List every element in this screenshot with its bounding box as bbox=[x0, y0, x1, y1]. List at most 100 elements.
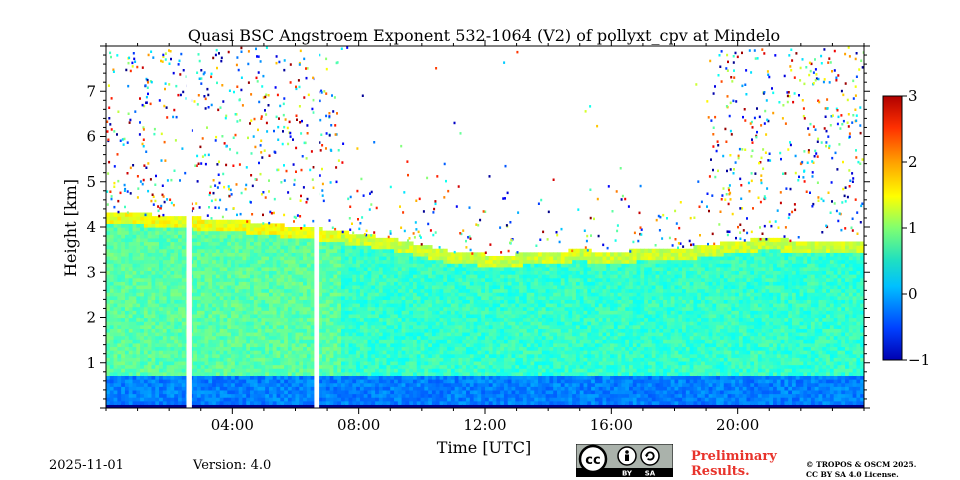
heatmap-cell bbox=[473, 382, 479, 387]
heatmap-cell bbox=[132, 335, 137, 340]
heatmap-cell bbox=[265, 306, 270, 311]
heatmap-cell bbox=[329, 357, 334, 362]
heatmap-cell bbox=[272, 230, 278, 235]
heatmap-cell bbox=[295, 328, 300, 333]
heatmap-cell bbox=[193, 255, 198, 261]
heatmap-cell bbox=[469, 335, 475, 340]
heatmap-cell bbox=[325, 248, 331, 253]
heatmap-cell bbox=[113, 386, 118, 391]
heatmap-cell bbox=[234, 245, 240, 250]
heatmap-cell bbox=[420, 295, 425, 300]
heatmap-cell bbox=[367, 295, 372, 300]
heatmap-cell bbox=[439, 292, 444, 297]
heatmap-cell bbox=[348, 371, 353, 377]
heatmap-cell bbox=[181, 324, 187, 329]
heatmap-cell bbox=[359, 263, 365, 268]
heatmap-cell bbox=[181, 328, 187, 333]
heatmap-cell bbox=[454, 281, 460, 286]
heatmap-cell bbox=[215, 321, 221, 326]
heatmap-cell bbox=[117, 400, 122, 405]
heatmap-cell bbox=[329, 292, 334, 297]
heatmap-cell bbox=[303, 241, 308, 246]
heatmap-cell bbox=[219, 313, 225, 319]
heatmap-cell bbox=[272, 331, 278, 337]
heatmap-cell bbox=[416, 368, 422, 373]
heatmap-cell bbox=[306, 393, 312, 398]
heatmap-cell bbox=[113, 342, 118, 348]
heatmap-cell bbox=[382, 342, 388, 348]
heatmap-cell bbox=[367, 241, 372, 246]
heatmap-cell bbox=[132, 331, 137, 337]
heatmap-cell bbox=[268, 364, 274, 369]
heatmap-cell bbox=[109, 353, 115, 358]
heatmap-cell bbox=[424, 263, 429, 268]
heatmap-cell bbox=[378, 364, 384, 369]
heatmap-cell bbox=[231, 382, 236, 387]
heatmap-cell bbox=[443, 371, 448, 377]
heatmap-cell bbox=[147, 252, 153, 257]
heatmap-cell bbox=[299, 234, 304, 239]
heatmap-cell bbox=[299, 270, 304, 275]
heatmap-cell bbox=[295, 393, 300, 398]
heatmap-cell bbox=[424, 313, 429, 319]
heatmap-cell bbox=[340, 303, 346, 308]
heatmap-cell bbox=[219, 360, 225, 366]
heatmap-cell bbox=[397, 295, 403, 300]
heatmap-cell bbox=[257, 245, 262, 250]
heatmap-cell bbox=[178, 360, 183, 366]
heatmap-cell bbox=[212, 368, 217, 373]
heatmap-cell bbox=[318, 284, 323, 290]
heatmap-cell bbox=[352, 274, 357, 279]
heatmap-cell bbox=[359, 274, 365, 279]
heatmap-cell bbox=[481, 386, 486, 391]
heatmap-cell bbox=[238, 350, 244, 355]
heatmap-cell bbox=[375, 237, 380, 243]
heatmap-cell bbox=[431, 317, 437, 322]
heatmap-cell bbox=[367, 321, 372, 326]
heatmap-cell bbox=[143, 393, 149, 398]
heatmap-cell bbox=[109, 393, 115, 398]
heatmap-cell bbox=[295, 342, 300, 348]
heatmap-cell bbox=[121, 292, 126, 297]
heatmap-cell bbox=[337, 263, 342, 268]
heatmap-cell bbox=[246, 379, 251, 384]
heatmap-cell bbox=[295, 339, 300, 344]
heatmap-cell bbox=[106, 255, 111, 261]
heatmap-cell bbox=[322, 379, 327, 384]
heatmap-cell bbox=[386, 404, 391, 408]
heatmap-cell bbox=[295, 335, 300, 340]
heatmap-cell bbox=[143, 241, 149, 246]
heatmap-cell bbox=[390, 357, 395, 362]
heatmap-cell bbox=[291, 324, 297, 329]
heatmap-cell bbox=[117, 339, 122, 344]
heatmap-cell bbox=[340, 295, 346, 300]
heatmap-cell bbox=[359, 252, 365, 257]
heatmap-cell bbox=[306, 274, 312, 279]
heatmap-cell bbox=[109, 371, 115, 377]
heatmap-cell bbox=[128, 263, 134, 268]
heatmap-cell bbox=[420, 328, 425, 333]
heatmap-cell bbox=[337, 386, 342, 391]
heatmap-cell bbox=[367, 350, 372, 355]
heatmap-cell bbox=[170, 306, 175, 311]
heatmap-cell bbox=[424, 277, 429, 282]
heatmap-cell bbox=[106, 342, 111, 348]
heatmap-cell bbox=[325, 400, 331, 405]
heatmap-cell bbox=[390, 306, 395, 311]
heatmap-cell bbox=[128, 389, 134, 395]
heatmap-cell bbox=[378, 368, 384, 373]
heatmap-cell bbox=[238, 346, 244, 351]
heatmap-cell bbox=[121, 237, 126, 243]
heatmap-cell bbox=[242, 346, 247, 351]
heatmap-cell bbox=[344, 281, 350, 286]
heatmap-cell bbox=[147, 270, 153, 275]
heatmap-cell bbox=[424, 379, 429, 384]
heatmap-plot bbox=[106, 46, 864, 408]
heatmap-cell bbox=[147, 288, 153, 293]
heatmap-cell bbox=[439, 342, 444, 348]
heatmap-cell bbox=[428, 284, 433, 290]
heatmap-cell bbox=[390, 379, 395, 384]
heatmap-cell bbox=[325, 397, 331, 402]
heatmap-cell bbox=[242, 400, 247, 405]
heatmap-cell bbox=[477, 263, 482, 268]
